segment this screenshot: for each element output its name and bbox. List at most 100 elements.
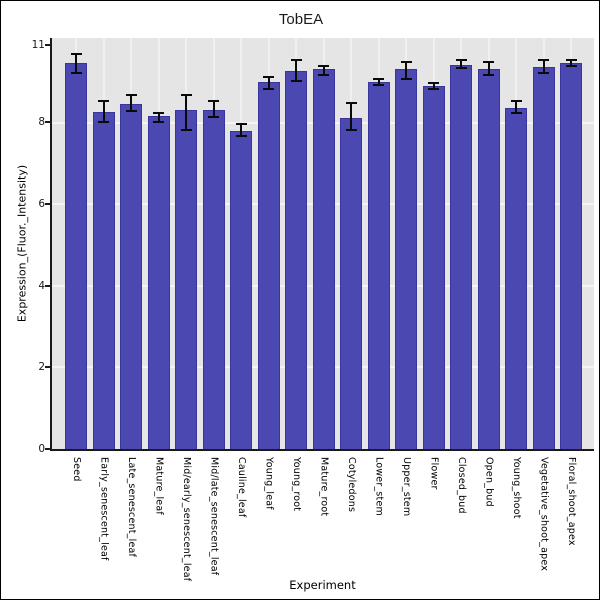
error-bar	[65, 53, 87, 74]
error-bar-line	[75, 53, 77, 74]
error-bar-line	[130, 93, 132, 113]
error-bar	[423, 81, 445, 90]
y-tick-label: 11	[31, 38, 45, 51]
error-bar-cap-top	[345, 102, 357, 105]
error-bar-line	[405, 61, 407, 80]
error-bar-line	[515, 100, 517, 115]
error-bar-line	[350, 102, 352, 131]
error-bar-cap-top	[263, 75, 274, 78]
y-tick-label: 0	[38, 443, 45, 455]
chart-title: TobEA	[278, 11, 324, 28]
error-bar	[478, 61, 500, 76]
error-bar-line	[570, 59, 572, 68]
error-bar	[450, 59, 472, 70]
error-bar-cap-bottom	[565, 65, 577, 68]
y-axis-tick	[45, 366, 50, 369]
error-bar-cap-top	[125, 93, 137, 96]
error-bar-line	[295, 59, 297, 82]
y-tick-label: 2	[38, 361, 45, 374]
error-bar-cap-top	[290, 59, 302, 62]
bar	[450, 65, 472, 449]
bar	[340, 118, 362, 449]
error-bar-cap-top	[373, 77, 384, 80]
x-tick-label: Mid/early_senescent_leaf	[181, 457, 192, 582]
error-bar-cap-bottom	[400, 77, 412, 80]
error-bar-line	[377, 77, 380, 86]
error-bar-line	[322, 65, 325, 76]
y-tick-label: 4	[38, 279, 45, 292]
error-bar-cap-bottom	[538, 71, 549, 74]
bar	[505, 108, 527, 449]
bar	[477, 69, 500, 449]
error-bar-line	[102, 100, 105, 123]
error-bar	[313, 65, 335, 76]
error-bar-cap-bottom	[428, 87, 439, 90]
error-bar	[148, 112, 170, 123]
bar	[257, 81, 280, 449]
x-axis-title: Experiment	[289, 578, 356, 592]
error-bar-cap-top	[538, 59, 549, 62]
error-bar	[533, 59, 555, 74]
error-bar-cap-bottom	[125, 110, 137, 113]
error-bar	[203, 100, 225, 119]
error-bar-line	[487, 61, 490, 76]
bar	[175, 110, 197, 449]
error-bar-line	[432, 81, 435, 90]
bar	[202, 110, 225, 449]
y-axis-tick	[45, 284, 50, 287]
error-bar-cap-bottom	[345, 128, 357, 131]
error-bar-cap-bottom	[180, 128, 192, 131]
error-bar-cap-bottom	[98, 120, 109, 123]
bar	[92, 112, 115, 449]
error-bar-cap-bottom	[318, 73, 329, 76]
bar	[532, 67, 555, 449]
error-bar	[395, 61, 417, 80]
x-tick-label: Vegetative_shoot_apex	[538, 457, 550, 572]
error-bar	[93, 100, 115, 123]
x-tick-label: Floral_shoot_apex	[566, 457, 577, 546]
error-bar-cap-bottom	[70, 71, 82, 74]
error-bar-cap-top	[400, 61, 412, 64]
error-bar-cap-bottom	[483, 73, 494, 76]
error-bar-cap-top	[428, 81, 439, 84]
bar	[367, 81, 390, 449]
error-bar-cap-bottom	[263, 87, 274, 90]
x-tick-label: Cauline_leaf	[236, 457, 247, 518]
error-bar-line	[267, 75, 270, 90]
error-bar-cap-bottom	[510, 112, 522, 115]
error-bar-cap-top	[208, 100, 219, 103]
bar	[120, 104, 142, 449]
x-tick-label: Mid/late_senescent_leaf	[208, 457, 220, 576]
x-tick-label: Late_senescent_leaf	[126, 457, 137, 558]
x-tick-label: Cotyledons	[346, 457, 357, 513]
error-bar-cap-bottom	[235, 134, 247, 137]
bar	[395, 69, 417, 449]
bar	[147, 116, 170, 449]
error-bar	[230, 122, 252, 137]
error-bar-cap-top	[510, 100, 522, 103]
bar	[422, 85, 445, 449]
error-bar-line	[212, 100, 215, 119]
error-bar	[120, 93, 142, 113]
plot-panel	[50, 38, 594, 451]
error-bar	[340, 102, 362, 131]
x-tick-label: Early_senescent_leaf	[98, 457, 110, 561]
bar	[560, 63, 582, 449]
error-bar-cap-top	[153, 112, 164, 115]
error-bar-cap-bottom	[290, 79, 302, 82]
error-bar-line	[460, 59, 462, 70]
y-tick-label: 8	[38, 116, 45, 129]
x-tick-label: Closed_bud	[456, 457, 467, 514]
error-bar	[258, 75, 280, 90]
error-bar-line	[240, 122, 242, 137]
y-axis-tick	[45, 43, 50, 46]
bar	[230, 130, 252, 449]
x-tick-label: Upper_stem	[401, 457, 412, 517]
error-bar-cap-top	[98, 100, 109, 103]
error-bar-cap-bottom	[373, 83, 384, 86]
x-tick-label: Seed	[71, 457, 82, 482]
error-bar-cap-top	[180, 93, 192, 96]
error-bar	[285, 59, 307, 82]
error-bar-cap-bottom	[455, 67, 467, 70]
